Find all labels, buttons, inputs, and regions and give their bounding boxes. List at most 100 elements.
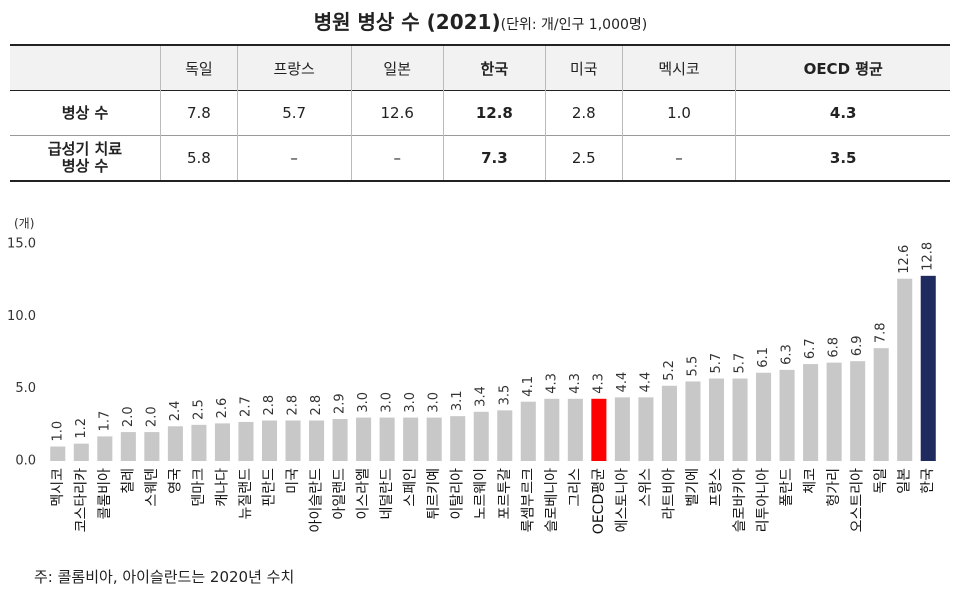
bar	[238, 421, 254, 461]
bar	[920, 275, 936, 461]
value-label: 3.1	[450, 390, 465, 411]
x-tick-label: 독일	[873, 468, 889, 494]
bar	[285, 420, 301, 461]
column-header: 미국	[544, 45, 623, 91]
x-tick-label: 튀르키예	[426, 468, 442, 520]
x-tick-label: OECD평균	[591, 468, 607, 534]
value-label: 5.2	[662, 360, 677, 381]
cell: 5.7	[236, 90, 352, 136]
x-tick-label: 포르투갈	[497, 468, 513, 520]
x-tick-label: 스위스	[638, 468, 654, 507]
bar	[214, 423, 230, 461]
x-tick-label: 체코	[803, 468, 819, 494]
x-tick-label: 이스라엘	[356, 468, 372, 520]
x-tick-label: 아일랜드	[332, 468, 348, 520]
x-tick-label: 영국	[167, 468, 183, 494]
cell: 5.8	[160, 135, 238, 181]
x-tick-label: 이탈리아	[450, 468, 466, 520]
bar	[50, 446, 66, 461]
cell: –	[236, 135, 352, 181]
x-tick-label: 스페인	[403, 468, 419, 507]
unit: (단위: 개/인구 1,000명)	[500, 17, 648, 33]
bar	[708, 378, 725, 461]
value-label: 2.6	[215, 398, 230, 419]
value-label: 3.0	[427, 392, 442, 413]
column-header: 일본	[350, 45, 444, 91]
value-label: 2.0	[121, 406, 136, 427]
bar	[685, 381, 701, 461]
bar	[261, 420, 278, 461]
bar	[332, 419, 348, 461]
bar	[544, 398, 560, 461]
x-tick-label: 슬로바키아	[732, 468, 748, 533]
bar	[873, 348, 889, 461]
bar	[403, 417, 419, 461]
header-row: 독일 프랑스 일본 한국 미국 멕시코 OECD 평균	[10, 45, 950, 91]
value-label: 6.8	[827, 337, 842, 358]
value-label: 6.9	[850, 335, 865, 356]
x-tick-label: 라트비아	[661, 468, 677, 520]
x-tick-label: 오스트리아	[850, 468, 866, 533]
value-label: 4.3	[591, 373, 606, 394]
value-label: 2.9	[333, 393, 348, 414]
bar	[591, 398, 607, 461]
value-label: 2.0	[144, 406, 159, 427]
bar	[73, 443, 89, 461]
x-tick-label: 헝가리	[826, 468, 842, 507]
bar	[379, 417, 395, 461]
bar	[826, 362, 842, 461]
x-tick-label: 노르웨이	[473, 468, 489, 520]
bar	[167, 426, 183, 461]
bar	[614, 397, 630, 461]
cell: 3.5	[735, 135, 950, 181]
footnote: 주: 콜롬비아, 아이슬란드는 2020년 수치	[34, 568, 295, 586]
cell: –	[350, 135, 444, 181]
column-header: 프랑스	[236, 45, 352, 91]
cell: 7.3	[442, 135, 546, 181]
value-label: 3.0	[356, 392, 371, 413]
row-label: 급성기 치료 병상 수	[47, 140, 123, 175]
x-tick-label: 멕시코	[50, 468, 66, 507]
x-tick-label: 코스타리카	[73, 468, 89, 533]
x-tick-label: 리투아니아	[756, 468, 772, 533]
y-tick-label: 0.0	[15, 454, 36, 469]
bar	[661, 385, 677, 461]
value-label: 1.0	[50, 421, 65, 442]
column-header: 독일	[160, 45, 238, 91]
cell: 12.6	[350, 90, 444, 136]
y-axis-label: (개)	[14, 217, 34, 231]
bar	[779, 369, 795, 461]
column-header: OECD 평균	[735, 45, 950, 91]
value-label: 4.4	[638, 372, 653, 393]
table-row: 병상 수 7.8 5.7 12.6 12.8 2.8 1.0 4.3	[10, 90, 950, 136]
bar	[473, 411, 489, 461]
value-label: 7.8	[874, 322, 889, 343]
bar	[520, 401, 536, 461]
x-tick-label: 룩셈부르크	[520, 468, 536, 533]
x-tick-label: 네덜란드	[379, 468, 395, 520]
bar	[897, 278, 913, 461]
value-label: 4.3	[544, 373, 559, 394]
value-label: 5.5	[685, 356, 700, 377]
table: 독일 프랑스 일본 한국 미국 멕시코 OECD 평균 병상 수 7.8 5.7 12.6 12.8…	[10, 44, 950, 182]
x-tick-label: 핀란드	[262, 468, 278, 507]
row-label: 병상 수	[61, 103, 109, 122]
x-tick-label: 미국	[285, 468, 301, 494]
bar	[450, 416, 466, 461]
cell: 2.8	[544, 90, 623, 136]
x-tick-label: 에스토니아	[614, 468, 630, 533]
x-tick-label: 일본	[897, 468, 913, 494]
cell: 4.3	[735, 90, 950, 136]
y-tick-label: 5.0	[15, 381, 36, 396]
x-tick-label: 프랑스	[709, 468, 725, 507]
bar	[356, 417, 372, 461]
x-tick-label: 그리스	[567, 468, 583, 507]
bar	[426, 417, 442, 461]
value-label: 2.8	[286, 395, 301, 416]
x-tick-label: 스웨덴	[144, 468, 160, 507]
value-label: 12.6	[897, 245, 912, 274]
cell: –	[621, 135, 736, 181]
x-tick-label: 아이슬란드	[309, 468, 325, 533]
